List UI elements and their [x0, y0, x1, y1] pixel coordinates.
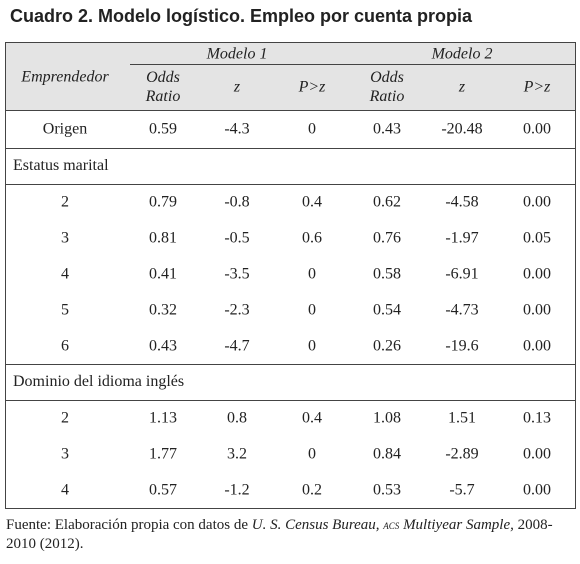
row-label: 3 — [61, 229, 69, 247]
table-cell: -3.5 — [224, 265, 250, 283]
section-title: Estatus marital — [13, 157, 109, 174]
table-cell: 0.53 — [373, 481, 401, 499]
table-cell: 0.4 — [302, 193, 322, 211]
table-cell: -4.58 — [445, 193, 479, 211]
rule — [6, 110, 575, 111]
table-cell: 0.62 — [373, 193, 401, 211]
table-cell: -4.73 — [445, 301, 479, 319]
title: Cuadro 2. Modelo logístico. Empleo por c… — [10, 6, 473, 26]
table-cell: 0.26 — [373, 337, 401, 355]
table-cell: -0.5 — [224, 229, 250, 247]
rule — [6, 184, 575, 185]
table-cell: -19.6 — [445, 337, 479, 355]
table-cell: 0.6 — [302, 229, 322, 247]
row-label: 2 — [61, 409, 69, 427]
table-cell: -1.2 — [224, 481, 250, 499]
table-cell: -20.48 — [441, 120, 483, 138]
table-cell: 1.51 — [448, 409, 476, 427]
table-cell: 0.00 — [523, 445, 551, 463]
table-cell: -4.3 — [224, 120, 250, 138]
table-cell: 0.05 — [523, 229, 551, 247]
table-cell: 0.58 — [373, 265, 401, 283]
table-cell: 0 — [308, 120, 316, 138]
table-cell: 1.08 — [373, 409, 401, 427]
table-cell: 0.8 — [227, 409, 247, 427]
table-cell: 0.54 — [373, 301, 401, 319]
footer-text: 2008-2010 (2012). — [6, 517, 553, 552]
table-cell: 1.13 — [149, 409, 177, 427]
table-cell: -6.91 — [445, 265, 479, 283]
column-header: z — [458, 78, 466, 96]
table-cell: 0.13 — [523, 409, 551, 427]
header-background — [6, 43, 575, 110]
column-header: z — [233, 78, 241, 96]
table-cell: 0.00 — [523, 337, 551, 355]
column-header: P>z — [523, 78, 551, 96]
table-cell: 0.00 — [523, 301, 551, 319]
group-header: Modelo 2 — [431, 45, 493, 63]
table-cell: -2.89 — [445, 445, 479, 463]
row-label: 3 — [61, 445, 69, 463]
row-header: Emprendedor — [21, 68, 109, 86]
section-title: Dominio del idioma inglés — [13, 373, 185, 390]
rule — [6, 148, 575, 149]
table-cell: 0.59 — [149, 120, 177, 138]
footer-sample: Multiyear Sample, — [403, 517, 514, 533]
table-cell: -1.97 — [445, 229, 479, 247]
row-label: Origen — [42, 120, 88, 138]
row-label: 4 — [61, 265, 69, 283]
table-cell: 0.79 — [149, 193, 177, 211]
column-header: Odds Ratio — [369, 69, 405, 105]
rule — [6, 400, 575, 401]
table-cell: 0.4 — [302, 409, 322, 427]
rule — [130, 64, 575, 65]
table-cell: 0.84 — [373, 445, 401, 463]
table-cell: -5.7 — [449, 481, 475, 499]
table-cell: -2.3 — [224, 301, 250, 319]
footer-text: Fuente: Elaboración propia con datos de — [6, 517, 252, 533]
table-cell: -0.8 — [224, 193, 250, 211]
rule — [6, 364, 575, 365]
table-cell: 0 — [308, 301, 316, 319]
table-cell: 0.32 — [149, 301, 177, 319]
table-cell: 0.00 — [523, 193, 551, 211]
table-cell: 0.43 — [373, 120, 401, 138]
row-label: 4 — [61, 481, 69, 499]
column-header: P>z — [298, 78, 326, 96]
table-cell: 0 — [308, 445, 316, 463]
row-label: 2 — [61, 193, 69, 211]
table-cell: 0.43 — [149, 337, 177, 355]
row-label: 6 — [61, 337, 69, 355]
table-border — [5, 42, 576, 509]
column-header: Odds Ratio — [145, 69, 181, 105]
table-cell: -4.7 — [224, 337, 250, 355]
table-cell: 0.2 — [302, 481, 322, 499]
table-cell: 0.00 — [523, 481, 551, 499]
table-cell: 0 — [308, 265, 316, 283]
table-cell: 0.00 — [523, 265, 551, 283]
footer: Fuente: Elaboración propia con datos de … — [6, 515, 571, 554]
row-label: 5 — [61, 301, 69, 319]
table-cell: 0.00 — [523, 120, 551, 138]
table-cell: 0.81 — [149, 229, 177, 247]
table-cell: 1.77 — [149, 445, 177, 463]
table-cell: 0.41 — [149, 265, 177, 283]
footer-acs: acs — [383, 517, 400, 532]
table-cell: 0 — [308, 337, 316, 355]
table-cell: 3.2 — [227, 445, 247, 463]
footer-source: U. S. Census Bureau, — [251, 517, 380, 533]
group-header: Modelo 1 — [206, 45, 268, 63]
table-cell: 0.57 — [149, 481, 177, 499]
table-cell: 0.76 — [373, 229, 401, 247]
